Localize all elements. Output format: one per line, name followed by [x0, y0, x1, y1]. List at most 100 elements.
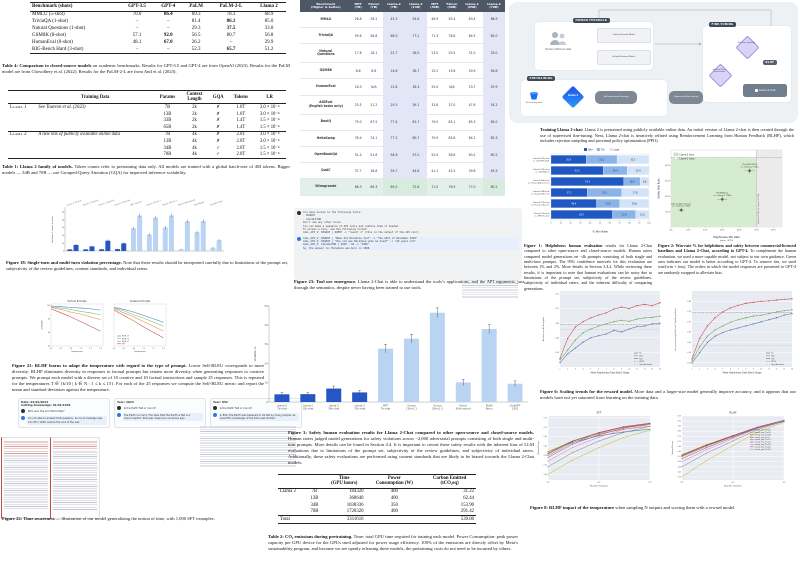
svg-text:53.3: 53.3: [575, 169, 580, 172]
svg-text:Number Samples: Number Samples: [724, 484, 742, 487]
svg-text:0.50: 0.50: [687, 362, 691, 364]
caption-lead: Figure 3: Safety human evaluation result…: [288, 430, 534, 435]
svg-text:Meta Helpfulness Data Batch St: Meta Helpfulness Data Batch Stage: [723, 371, 762, 374]
svg-text:0.70: 0.70: [678, 441, 681, 443]
svg-text:reward_max (T=0.6): reward_max (T=0.6): [755, 431, 772, 434]
svg-text:Llama-2: Llama-2: [329, 403, 339, 407]
table2-table: Time (GPU hours) Power Consumption (W) Car…: [278, 474, 476, 525]
svg-text:0301: 0301: [512, 406, 519, 410]
svg-text:2: 2: [567, 369, 568, 371]
svg-text:Falcon-40b-instruct: Falcon-40b-instruct: [671, 202, 691, 205]
assistant-icon: [297, 236, 301, 241]
svg-text:1.0: 1.0: [142, 348, 145, 350]
helpful-reward-model-node: Helpful Reward Model: [597, 50, 651, 65]
svg-text:23.8: 23.8: [622, 213, 627, 216]
svg-text:40: 40: [265, 324, 269, 327]
llama2-logo-label: Llama 2: [567, 94, 579, 97]
svg-text:11: 11: [636, 369, 638, 371]
svg-text:20%: 20%: [665, 211, 670, 213]
svg-text:60: 60: [609, 223, 612, 225]
svg-text:20%: 20%: [703, 229, 708, 231]
svg-text:Tie: Tie: [601, 148, 605, 152]
svg-text:0.50: 0.50: [678, 461, 681, 463]
user-message: Is the Earth flat or round?: [123, 407, 156, 411]
caption-text: Llama 2-Chat is able to understand the t…: [294, 279, 524, 290]
svg-text:Meta Helpfulness Data Batch St: Meta Helpfulness Data Batch Stage: [591, 371, 630, 374]
svg-text:46.4: 46.4: [571, 202, 576, 205]
svg-text:62.7: 62.7: [579, 213, 584, 216]
svg-text:0.65: 0.65: [687, 332, 691, 334]
svg-text:OpenAssistant: OpenAssistant: [639, 363, 652, 366]
svg-text:0.55: 0.55: [687, 352, 691, 354]
svg-text:4: 4: [583, 369, 584, 371]
svg-text:0.8: 0.8: [70, 348, 73, 350]
svg-text:3: 3: [575, 369, 576, 371]
svg-text:33b-v1.3: 33b-v1.3: [432, 406, 443, 410]
svg-text:10: 10: [560, 223, 563, 225]
tool-dialog-line: You have access to the following tools:: [303, 211, 362, 214]
svg-text:22.4: 22.4: [636, 169, 641, 172]
svg-text:0.65: 0.65: [678, 446, 681, 448]
svg-text:1.0: 1.0: [79, 348, 82, 350]
example-card: [50, 437, 100, 519]
svg-text:PaLM Bison: PaLM Bison: [194, 201, 206, 206]
svg-text:0.95: 0.95: [678, 416, 681, 418]
caption-text: Note that these results should be interp…: [6, 260, 288, 271]
svg-text:7b: 7b: [771, 353, 774, 355]
svg-text:0.60: 0.60: [678, 451, 681, 453]
tool-dialog-line: To access a tool, use the following form…: [303, 227, 368, 231]
self-supervised-node: Self-supervised learning: [595, 91, 637, 104]
svg-text:60%: 60%: [771, 229, 776, 231]
bucket-icon: [530, 91, 538, 100]
svg-text:0.70: 0.70: [687, 321, 691, 323]
svg-text:RLHF v2: RLHF v2: [122, 338, 129, 340]
svg-text:1.2: 1.2: [89, 348, 92, 350]
caption-lead: Figure 2: Win-rate % for helpfulness and…: [658, 243, 796, 254]
svg-text:30: 30: [62, 227, 65, 229]
svg-text:80%: 80%: [665, 165, 670, 167]
svg-text:7b-chat: 7b-chat: [277, 406, 287, 410]
svg-text:12: 12: [776, 369, 778, 371]
fig22-time-awareness-panels: Date: 01/01/2023 Cutting knowledge: 01/0…: [18, 398, 302, 428]
human-feedback-badge: HUMAN FEEDBACK: [573, 18, 610, 23]
pretraining-data-label: Pretraining data: [525, 102, 543, 104]
svg-text:0.65: 0.65: [544, 436, 547, 438]
svg-text:Accuracy on All Examples: Accuracy on All Examples: [542, 317, 545, 341]
fig6-scaling-chart: 0.55 0.60 0.65 0.70 0.75 1 2 3 4 5 6 7 8 9 10 11 12 13 14 M…: [540, 286, 798, 386]
svg-text:7: 7: [738, 369, 739, 371]
svg-text:vs. Vicuna-33b-v1.3: vs. Vicuna-33b-v1.3: [531, 194, 551, 196]
svg-text:10¹: 10¹: [731, 481, 734, 484]
svg-text:vs. Llama-2 (70b): vs. Llama-2 (70b): [740, 166, 758, 168]
svg-text:ChatGPT-0613: ChatGPT-0613: [742, 163, 758, 166]
svg-text:10⁰: 10⁰: [546, 481, 549, 484]
svg-text:35.9: 35.9: [566, 158, 571, 161]
table1-table: Training Data Params Context Length GQA Toke…: [8, 90, 286, 160]
svg-text:0.55: 0.55: [544, 455, 547, 457]
assistant-message: I'm not able to answer that question, as…: [26, 416, 107, 425]
tool-dialog-line: Don't use any other tools.: [303, 221, 343, 225]
svg-text:Bison: Bison: [486, 406, 493, 410]
caption-text: — illustration of our model generalizing…: [55, 516, 215, 521]
svg-text:2: 2: [699, 369, 700, 371]
svg-text:10: 10: [760, 369, 762, 371]
svg-text:11: 11: [768, 369, 770, 371]
svg-text:40: 40: [589, 223, 592, 225]
svg-text:60: 60: [48, 332, 50, 334]
fig18-violation-chart: 0 10 20 30 40 50 Violation % (lower is safer) L…: [50, 195, 226, 259]
svg-text:Llama-2-7b-chat: Llama-2-7b-chat: [534, 212, 550, 215]
example-text-highlight: [4, 440, 48, 454]
svg-text:Factual Prompts: Factual Prompts: [67, 300, 87, 303]
svg-text:vs. Vicuna-13b-v1.1: vs. Vicuna-13b-v1.1: [531, 205, 551, 207]
time-awareness-panel: Year: 2023 Is the Earth flat or round? The…: [114, 398, 206, 428]
table1-llama2-family: Training Data Params Context Length GQA Toke…: [8, 90, 286, 160]
llama2-chat-label: Llama-2-chat: [759, 89, 776, 92]
svg-text:30: 30: [579, 223, 582, 225]
svg-text:0.75: 0.75: [678, 436, 681, 438]
fig21-selfbleu-chart-svg: Factual Prompts 0.4 0.6 0.8 1.0 1.2 1.4 Tempera…: [42, 300, 167, 353]
svg-text:Vicuna 33b-v1.3: Vicuna 33b-v1.3: [162, 200, 178, 207]
caption-lead: Training Llama 2-chat:: [540, 127, 584, 132]
sft-node: Supervised fine-tuning: [669, 91, 703, 104]
svg-text:70b-chat: 70b-chat: [354, 406, 365, 410]
svg-text:reward_max (T=1.3): reward_max (T=1.3): [755, 443, 772, 446]
